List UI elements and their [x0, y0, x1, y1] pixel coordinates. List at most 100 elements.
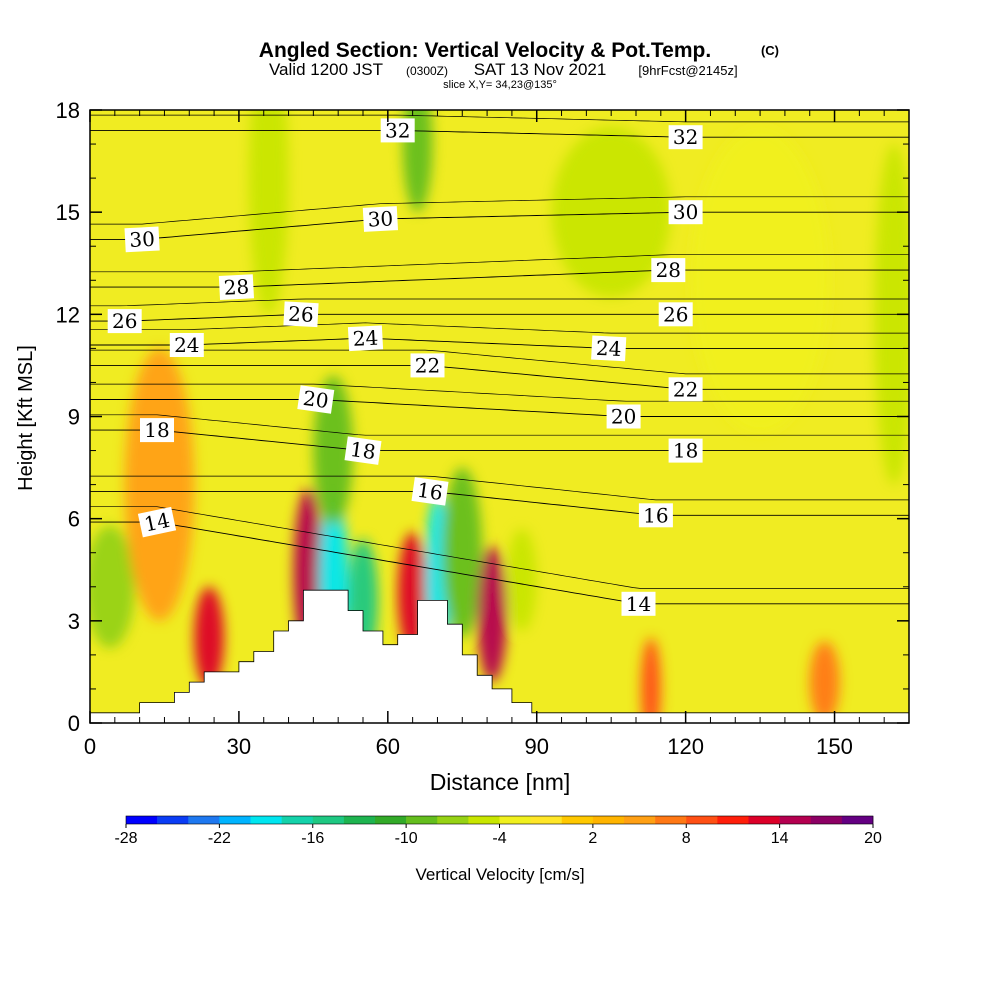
isentrope-label-bg	[169, 333, 204, 357]
isentrope-label-text: 26	[112, 309, 137, 333]
isentrope-label-bg	[621, 591, 656, 616]
isentrope-label-bg	[668, 200, 703, 225]
velocity-cell	[124, 348, 195, 621]
colorbar-swatch	[312, 816, 345, 824]
colorbar-tick-label: 2	[588, 830, 597, 847]
isentrope-label: 32	[380, 118, 415, 143]
colorbar-swatch	[779, 816, 812, 824]
isentrope-label: 22	[410, 353, 445, 378]
isentrope-label-bg	[344, 436, 382, 465]
isentrope-lines	[90, 114, 909, 605]
isentrope-label: 20	[606, 404, 641, 429]
chart-subtitle-forecast: [9hrFcst@2145z]	[638, 63, 737, 78]
isentrope-label: 30	[124, 226, 160, 253]
colorbar-swatch	[655, 816, 687, 824]
isentrope-label-bg	[137, 506, 177, 538]
chart-subtitle-zulu: (0300Z)	[406, 64, 448, 78]
isentrope-label: 26	[658, 302, 693, 327]
isentrope-label-bg	[124, 226, 160, 253]
colorbar-swatch	[219, 816, 251, 824]
isentrope-label-text: 24	[595, 336, 622, 361]
isentrope-label-bg	[668, 377, 703, 402]
velocity-cell	[640, 637, 661, 723]
isentrope-label: 18	[344, 436, 382, 465]
x-axis-label: Distance [nm]	[430, 769, 571, 795]
colorbar-swatch	[375, 816, 407, 824]
isentrope-label-text: 30	[367, 206, 394, 231]
isentrope-label: 16	[638, 503, 673, 528]
isentrope-label-text: 24	[174, 333, 199, 357]
velocity-cell	[442, 467, 483, 638]
isentrope-line	[90, 521, 909, 605]
isentrope-label-text: 22	[415, 353, 440, 377]
isentrope-line	[90, 337, 909, 349]
y-tick-label: 0	[68, 711, 80, 736]
isentrope-label: 22	[668, 377, 703, 402]
isentrope-label-bg	[347, 325, 384, 352]
isentrope-label: 24	[347, 325, 384, 352]
colorbar-swatch	[157, 816, 189, 824]
x-tick-label: 90	[524, 734, 548, 759]
colorbar-swatch	[250, 816, 282, 824]
isentrope-label: 28	[218, 274, 255, 300]
isentrope-label-text: 24	[352, 326, 379, 351]
isentrope-label-bg	[411, 477, 449, 506]
isentrope-label-text: 32	[385, 118, 410, 142]
y-tick-label: 12	[56, 302, 80, 327]
isentrope-label-text: 18	[673, 439, 698, 463]
isentrope-line	[90, 475, 909, 501]
isentrope-line	[90, 490, 909, 516]
isentrope-label-text: 16	[643, 503, 668, 527]
isentrope-label: 28	[651, 258, 686, 283]
x-tick-label: 120	[667, 734, 704, 759]
colorbar-swatch	[810, 816, 843, 824]
isentrope-label: 26	[283, 301, 319, 328]
isentrope-line	[90, 414, 909, 436]
isentrope-label-text: 28	[223, 274, 250, 299]
chart-subtitle-valid: Valid 1200 JST	[269, 60, 383, 79]
isentrope-label-bg	[297, 385, 335, 414]
colorbar-tick-label: -28	[114, 830, 137, 847]
y-tick-label: 15	[56, 200, 80, 225]
colorbar-swatch	[188, 816, 220, 824]
isentrope-label-text: 20	[302, 386, 331, 413]
isentrope-line	[90, 364, 909, 390]
x-tick-label: 60	[376, 734, 400, 759]
velocity-cell	[90, 525, 135, 649]
isentrope-label-text: 26	[663, 302, 688, 326]
velocity-cell	[809, 641, 840, 723]
isentrope-line	[90, 383, 909, 402]
isentrope-label-text: 18	[144, 418, 169, 442]
colorbar-swatch	[468, 816, 500, 824]
colorbar-swatch	[343, 816, 376, 824]
velocity-cell	[313, 375, 354, 526]
isentrope-label: 26	[107, 309, 142, 334]
y-tick-label: 3	[68, 609, 80, 634]
isentrope-label: 16	[411, 477, 449, 506]
colorbar-swatch	[624, 816, 656, 824]
axes: 0 30 60 90 120 150 0 3 6 9 12 15 18	[56, 98, 909, 759]
isentrope-label-bg	[591, 335, 627, 362]
velocity-cell	[506, 528, 537, 632]
isentrope-labels: 32 32 30 30 30 28 28 26 26 26 24 24 24 22 22 20 20 18 18 18…	[107, 118, 703, 616]
isentrope-label: 18	[140, 418, 174, 443]
isentrope-label-bg	[668, 125, 703, 150]
colorbar-tick-label: -10	[395, 830, 418, 847]
chart-title: Angled Section: Vertical Velocity & Pot.…	[259, 39, 711, 62]
chart-subtitle-date: SAT 13 Nov 2021	[474, 60, 607, 79]
colorbar-tick-label: -16	[301, 830, 324, 847]
colorbar-tick-label: -22	[208, 830, 231, 847]
isentrope-line	[90, 196, 909, 225]
isentrope-label-bg	[140, 418, 174, 443]
isentrope-label: 14	[621, 591, 656, 616]
isentrope-line	[90, 129, 909, 138]
colorbar-swatch	[406, 816, 438, 824]
isentrope-label-text: 18	[349, 437, 378, 464]
isentrope-line	[90, 114, 909, 123]
isentrope-label-bg	[638, 503, 673, 528]
velocity-cell	[194, 586, 225, 689]
plot-area: 32 32 30 30 30 28 28 26 26 26 24 24 24 22 22 20 20 18 18 18…	[90, 110, 909, 723]
y-tick-label: 9	[68, 405, 80, 430]
colorbar-label: Vertical Velocity [cm/s]	[415, 865, 584, 884]
isentrope-label-bg	[362, 206, 399, 232]
